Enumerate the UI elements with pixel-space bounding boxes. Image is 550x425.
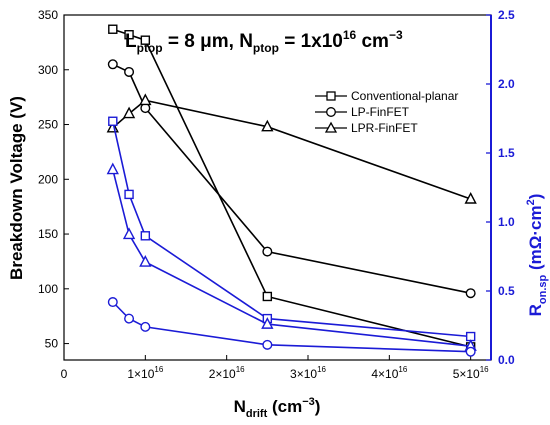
legend-triangle-marker bbox=[324, 121, 338, 133]
left-tick-label: 150 bbox=[38, 227, 58, 241]
square-marker bbox=[124, 189, 134, 200]
triangle-marker bbox=[106, 162, 119, 175]
legend-entry: Conventional-planar bbox=[315, 89, 458, 103]
triangle-marker bbox=[122, 106, 136, 119]
bottom-tick-label: 3×1016 bbox=[290, 365, 326, 381]
square-marker bbox=[140, 35, 151, 45]
series-line bbox=[112, 169, 471, 347]
legend-label: Conventional-planar bbox=[351, 89, 458, 103]
triangle-marker bbox=[139, 93, 152, 106]
right-tick-label: 1.5 bbox=[498, 146, 515, 160]
annotation-text: Lptop = 8 μm, Nptop = 1x1016 cm−3 bbox=[125, 28, 403, 55]
series-line bbox=[112, 28, 471, 348]
legend-entry: LPR-FinFET bbox=[315, 121, 418, 135]
circle-marker bbox=[262, 339, 273, 350]
bottom-tick-label: 2×1016 bbox=[209, 365, 245, 381]
y-axis-title-left: Breakdown Voltage (V) bbox=[7, 96, 26, 280]
circle-marker bbox=[107, 59, 118, 70]
circle-marker bbox=[140, 321, 151, 332]
bottom-tick-label: 1×1016 bbox=[127, 365, 163, 381]
y-axis-title-right: Ron.sp (mΩ·cm2) bbox=[525, 194, 549, 317]
bottom-tick-label: 4×1016 bbox=[371, 365, 407, 381]
triangle-marker bbox=[122, 227, 136, 240]
square-marker bbox=[124, 30, 134, 40]
x-axis-title: Ndrift (cm−3) bbox=[234, 396, 321, 420]
right-tick-label: 2.5 bbox=[498, 8, 515, 22]
circle-marker bbox=[262, 246, 273, 257]
left-axis: 50 100 150 200 250 300 350 bbox=[38, 8, 69, 351]
triangle-marker bbox=[139, 255, 152, 267]
circle-marker bbox=[465, 288, 476, 299]
right-tick-label: 0.5 bbox=[498, 284, 515, 298]
right-axis: 0.0 0.5 1.0 1.5 2.0 2.5 bbox=[486, 8, 515, 367]
square-marker bbox=[140, 231, 151, 241]
legend-circle-marker bbox=[326, 107, 336, 117]
right-tick-label: 1.0 bbox=[498, 215, 515, 229]
left-tick-label: 200 bbox=[38, 172, 58, 186]
triangle-marker bbox=[261, 119, 274, 132]
legend-square-marker bbox=[326, 91, 336, 101]
series-line bbox=[112, 99, 471, 200]
square-marker bbox=[108, 24, 118, 34]
x-axis: 0 1×1016 2×1016 3×1016 4×1016 5×1016 bbox=[61, 355, 489, 381]
legend: Conventional-planar LP-FinFET LPR-FinFET bbox=[315, 89, 458, 135]
left-tick-label: 50 bbox=[45, 337, 59, 351]
triangle-marker bbox=[464, 191, 477, 204]
left-tick-label: 100 bbox=[38, 282, 58, 296]
bottom-tick-label: 0 bbox=[61, 367, 68, 381]
left-tick-label: 250 bbox=[38, 118, 58, 132]
right-tick-label: 2.0 bbox=[498, 77, 515, 91]
circle-marker bbox=[124, 313, 135, 324]
triangle-marker bbox=[261, 317, 274, 329]
left-tick-label: 300 bbox=[38, 63, 58, 77]
left-tick-label: 350 bbox=[38, 8, 58, 22]
circle-marker bbox=[465, 346, 476, 357]
circle-marker bbox=[107, 297, 118, 308]
legend-label: LPR-FinFET bbox=[351, 121, 418, 135]
series-layer bbox=[106, 24, 477, 357]
square-marker bbox=[262, 291, 273, 302]
series-line bbox=[112, 121, 471, 338]
circle-marker bbox=[124, 66, 135, 77]
bottom-tick-label: 5×1016 bbox=[453, 365, 489, 381]
legend-label: LP-FinFET bbox=[351, 105, 410, 119]
right-tick-label: 0.0 bbox=[498, 353, 515, 367]
legend-entry: LP-FinFET bbox=[315, 105, 410, 119]
square-marker bbox=[108, 116, 118, 126]
